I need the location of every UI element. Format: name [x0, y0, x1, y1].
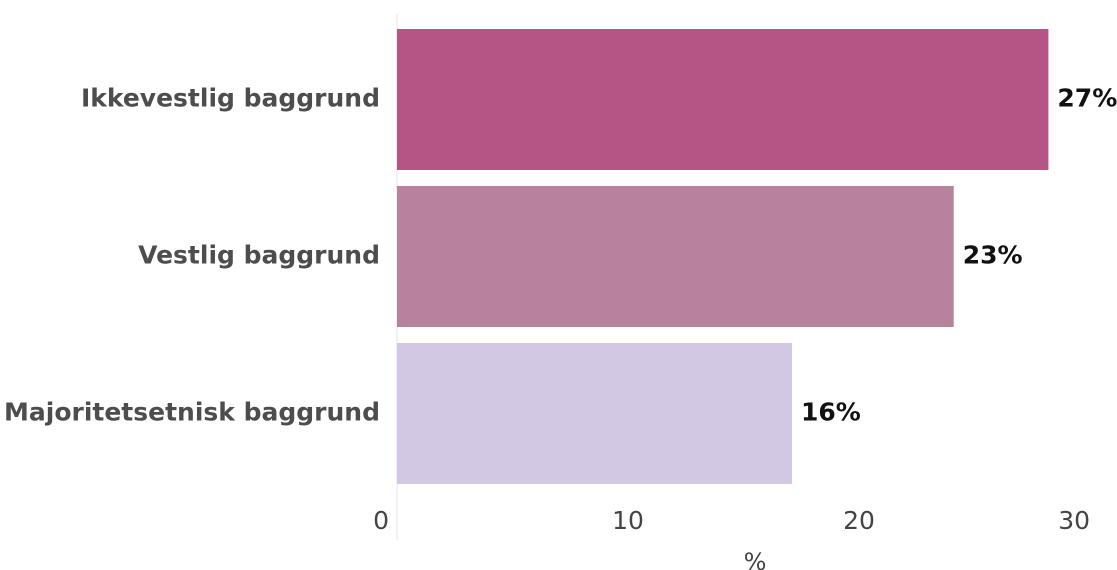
value-label-1: 23% — [963, 241, 1023, 270]
x-axis-title: % — [744, 548, 767, 570]
value-label-2: 16% — [801, 398, 861, 427]
bars-layer: Ikkevestlig baggrund 27% Vestlig baggrund 2… — [4, 29, 1117, 484]
bar-2 — [397, 343, 793, 484]
category-label-2: Majoritetsetnisk baggrund — [4, 398, 380, 427]
x-tick-label-1: 10 — [612, 506, 644, 535]
category-label-1: Vestlig baggrund — [138, 241, 380, 270]
bar-1 — [397, 186, 954, 327]
value-label-0: 27% — [1057, 84, 1117, 113]
x-tick-label-3: 30 — [1058, 506, 1090, 535]
x-tick-label-0: 0 — [373, 506, 389, 535]
x-tick-label-2: 20 — [843, 506, 875, 535]
x-axis-ticks: 0 10 20 30 — [373, 506, 1090, 535]
bar-0 — [397, 29, 1049, 170]
category-label-0: Ikkevestlig baggrund — [81, 84, 380, 113]
